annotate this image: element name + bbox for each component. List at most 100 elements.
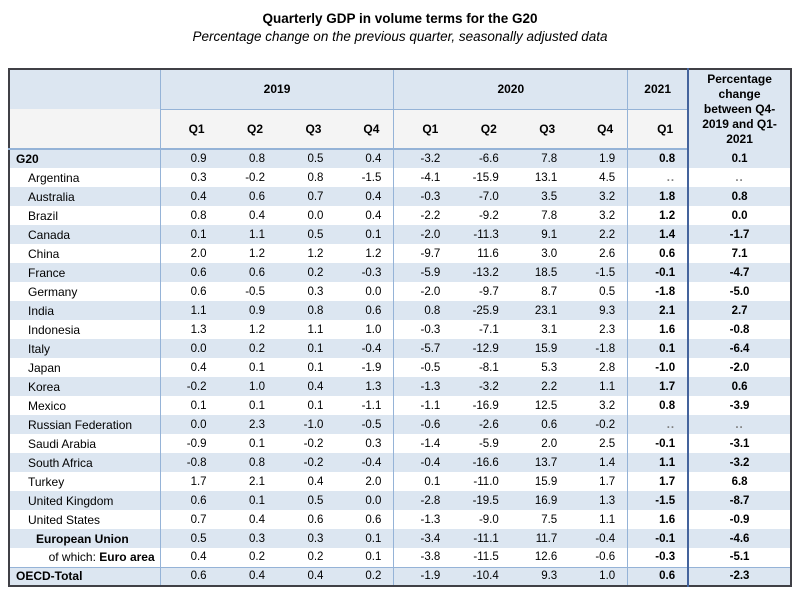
value-cell: -16.9 (452, 396, 511, 415)
value-cell: -25.9 (452, 301, 511, 320)
value-cell-2021q1: -1.5 (627, 491, 689, 510)
value-cell-2021q1: 1.2 (627, 206, 689, 225)
value-cell: 15.9 (510, 339, 570, 358)
value-cell: 0.9 (159, 149, 219, 168)
value-cell: 0.1 (218, 434, 278, 453)
pct-change-cell: -1.7 (687, 225, 791, 244)
value-cell: -2.2 (393, 206, 453, 225)
value-cell: 0.1 (335, 548, 394, 567)
value-cell: -0.9 (159, 434, 219, 453)
value-cell: 0.3 (277, 282, 336, 301)
table-row: Indonesia 1.3 1.2 1.1 1.0 -0.3 -7.1 3.1 2.3 1.6 -0… (9, 320, 791, 339)
row-label: OECD-Total (9, 566, 161, 586)
table-row: Korea -0.2 1.0 0.4 1.3 -1.3 -3.2 2.2 1.1 1.7 0.6 (9, 377, 791, 396)
row-label: Turkey (9, 472, 161, 491)
value-cell: 1.4 (569, 453, 628, 472)
value-cell: -4.1 (393, 168, 453, 187)
value-cell: 13.1 (510, 168, 570, 187)
value-cell: 1.1 (569, 510, 628, 529)
value-cell-2021q1: -1.0 (627, 358, 689, 377)
value-cell: -5.9 (452, 434, 511, 453)
value-cell: 2.5 (569, 434, 628, 453)
value-cell: 1.0 (335, 320, 394, 339)
value-cell: -1.9 (393, 566, 453, 586)
value-cell: -9.7 (393, 244, 453, 263)
pct-change-cell: .. (687, 415, 791, 434)
value-cell: 0.5 (277, 225, 336, 244)
value-cell: 2.1 (218, 472, 278, 491)
value-cell: -0.2 (218, 168, 278, 187)
value-cell: 2.3 (218, 415, 278, 434)
value-cell-2021q1: 1.7 (627, 377, 689, 396)
value-cell: -7.0 (452, 187, 511, 206)
table-row: Saudi Arabia -0.9 0.1 -0.2 0.3 -1.4 -5.9 2.0 2.5… (9, 434, 791, 453)
row-label: Mexico (9, 396, 161, 415)
gdp-quarterly-table: 2019 2020 2021 Percentage change between Q4… (8, 68, 792, 587)
table-body: G20 0.9 0.8 0.5 0.4 -3.2 -6.6 7.8 1.9 0.8 0.1 Argen… (9, 149, 791, 586)
pct-change-cell: .. (687, 168, 791, 187)
value-cell: 12.5 (510, 396, 570, 415)
value-cell: 1.7 (159, 472, 219, 491)
value-cell: 9.3 (569, 301, 628, 320)
value-cell: 7.5 (510, 510, 570, 529)
value-cell: 0.5 (569, 282, 628, 301)
value-cell: -13.2 (452, 263, 511, 282)
value-cell: 0.3 (335, 434, 394, 453)
pct-change-cell: -3.1 (687, 434, 791, 453)
pct-change-cell: 0.6 (687, 377, 791, 396)
value-cell: 0.8 (218, 453, 278, 472)
pct-change-cell: -6.4 (687, 339, 791, 358)
row-label: European Union (9, 529, 161, 548)
quarter-header-2021-Q1: Q1 (627, 109, 689, 150)
table-row: China 2.0 1.2 1.2 1.2 -9.7 11.6 3.0 2.6 0.6 7.1 (9, 244, 791, 263)
value-cell: -1.5 (335, 168, 394, 187)
table-row: Mexico 0.1 0.1 0.1 -1.1 -1.1 -16.9 12.5 3.2 0.8 -3… (9, 396, 791, 415)
quarter-header-2020-Q4: Q4 (569, 109, 628, 150)
missing-value: .. (735, 418, 744, 431)
pct-change-cell: -4.6 (687, 529, 791, 548)
value-cell: 8.7 (510, 282, 570, 301)
value-cell: 9.1 (510, 225, 570, 244)
value-cell: 0.0 (335, 491, 394, 510)
quarter-header-2020-Q3: Q3 (510, 109, 570, 150)
header-corner-cell (9, 69, 161, 109)
value-cell: 3.2 (569, 396, 628, 415)
value-cell-2021q1: .. (627, 168, 689, 187)
year-header-row: 2019 2020 2021 Percentage change between Q4… (9, 69, 791, 149)
value-cell: 2.8 (569, 358, 628, 377)
value-cell: 1.3 (569, 491, 628, 510)
value-cell: 0.9 (218, 301, 278, 320)
table-row: OECD-Total 0.6 0.4 0.4 0.2 -1.9 -10.4 9.3 1.0 0.6… (9, 566, 791, 586)
value-cell: 0.4 (277, 566, 336, 586)
quarter-header-2020-Q2: Q2 (452, 109, 511, 150)
value-cell: 1.2 (335, 244, 394, 263)
row-label: United Kingdom (9, 491, 161, 510)
value-cell-2021q1: 0.6 (627, 244, 689, 263)
value-cell: -1.8 (569, 339, 628, 358)
value-cell: 0.1 (218, 358, 278, 377)
pct-change-cell: 6.8 (687, 472, 791, 491)
pct-change-cell: -2.0 (687, 358, 791, 377)
value-cell: 0.4 (335, 187, 394, 206)
value-cell: 0.8 (218, 149, 278, 168)
value-cell: 0.7 (277, 187, 336, 206)
table-titles: Quarterly GDP in volume terms for the G2… (0, 0, 800, 46)
value-cell: 18.5 (510, 263, 570, 282)
pct-change-cell: 0.0 (687, 206, 791, 225)
row-label: Russian Federation (9, 415, 161, 434)
value-cell: 2.2 (510, 377, 570, 396)
pct-change-cell: -5.1 (687, 548, 791, 567)
value-cell: 0.4 (218, 566, 278, 586)
value-cell: 0.5 (159, 529, 219, 548)
row-label: India (9, 301, 161, 320)
value-cell: 0.3 (159, 168, 219, 187)
table-row: Italy 0.0 0.2 0.1 -0.4 -5.7 -12.9 15.9 -1.8 0.1 -6… (9, 339, 791, 358)
value-cell: 0.4 (335, 206, 394, 225)
value-cell-2021q1: 0.8 (627, 396, 689, 415)
value-cell: -2.0 (393, 225, 453, 244)
page-title: Quarterly GDP in volume terms for the G2… (262, 11, 538, 26)
value-cell: -0.2 (159, 377, 219, 396)
value-cell: 9.3 (510, 566, 570, 586)
value-cell-2021q1: 1.4 (627, 225, 689, 244)
